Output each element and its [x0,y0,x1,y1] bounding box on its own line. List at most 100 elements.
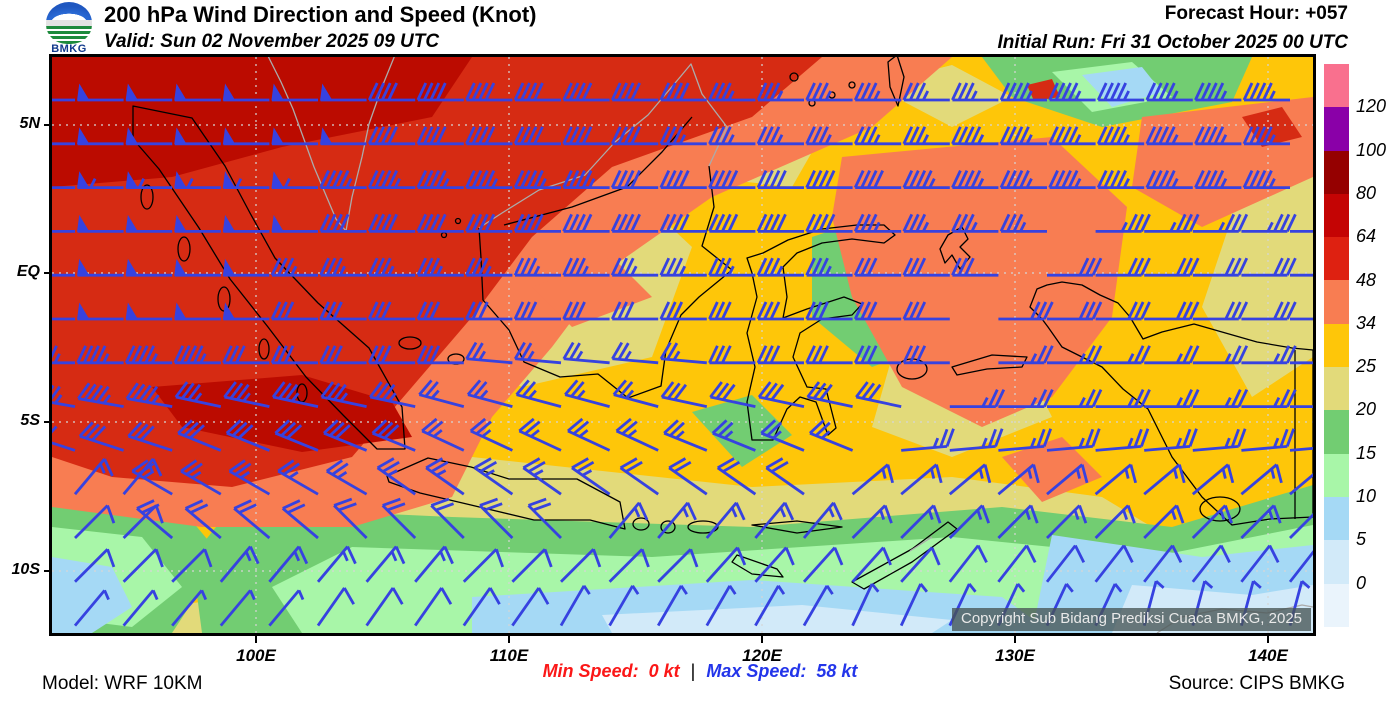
colorbar-segment [1324,367,1349,411]
colorbar-segment [1324,410,1349,454]
wind-barb [270,345,318,365]
wind-barb [52,142,75,146]
bmkg-logo-icon [46,2,92,44]
wind-barb [564,379,610,408]
wind-barb [1192,213,1249,233]
wind-barb [805,257,853,277]
wind-barb [562,82,610,102]
wind-barb [52,421,76,452]
wind-barb [998,428,1053,452]
wind-barb [1048,126,1096,146]
wind-barb [1047,389,1103,409]
wind-barb [659,82,707,102]
wind-barb [1192,257,1249,277]
wind-barb [1191,544,1231,583]
wind-barb [219,589,256,627]
wind-barb [173,345,221,365]
wind-barb [1046,504,1088,539]
wind-barb [416,345,464,365]
wind-barb [659,170,707,190]
wind-barb [465,126,513,146]
wind-barb [901,428,955,452]
wind-barb [1048,82,1096,102]
wind-barb [365,545,406,583]
wind-barb [268,545,309,583]
wind-barb [1095,389,1151,409]
wind-barb [513,82,561,102]
wind-barb [716,457,757,496]
wind-barb [1144,257,1200,277]
wind-barb [78,421,125,452]
x-axis-label: 140E [1248,646,1288,665]
wind-barb [997,463,1040,496]
wind-barb [853,301,902,321]
wind-barb [462,548,505,583]
wind-barb [77,83,124,102]
x-axis-tick [761,634,763,643]
wind-barb [222,214,270,233]
wind-barb [998,389,1054,409]
wind-barb [319,213,367,233]
wind-barb [610,82,659,102]
wind-barb [136,499,174,540]
wind-barb [527,497,562,539]
wind-barb [705,501,746,539]
wind-barb [562,126,610,146]
wind-barb [222,302,270,321]
wind-barb [469,417,513,452]
speed-separator: | [690,661,696,681]
wind-barb [949,428,1004,452]
wind-barb [1096,82,1145,102]
wind-barb [77,258,124,277]
wind-barb [1192,389,1249,409]
wind-barb [765,457,805,496]
wind-barb [367,170,416,190]
wind-barb [1289,428,1313,452]
wind-barb [562,170,610,190]
wind-barb [1096,126,1145,146]
wind-barb [52,98,75,102]
wind-barb [756,170,804,190]
wind-barb [754,501,795,539]
wind-barb [1143,463,1186,496]
wind-barb [333,497,368,539]
wind-barb [319,301,367,321]
wind-barb [851,463,894,496]
wind-barb [754,546,795,583]
wind-barb [425,457,465,496]
wind-barb [708,170,756,190]
wind-barb [73,589,110,627]
graticule [52,57,1313,633]
wind-barb [663,419,708,452]
wind-barb [902,301,950,321]
colorbar-label: 10 [1356,486,1377,506]
wind-barb [414,545,454,583]
wind-barb [610,170,659,190]
wind-barb [999,126,1047,146]
x-axis-tick [1014,634,1016,643]
wind-barb [122,504,164,539]
wind-barb [948,463,992,496]
wind-barb [127,421,173,452]
x-axis-tick [1267,634,1269,643]
wind-barb [222,345,270,365]
wind-barb [1095,213,1151,233]
y-axis-tick [44,570,52,572]
wind-barb [760,419,805,452]
wind-barb [711,419,756,452]
wind-barb [611,341,659,365]
wind-barb [52,273,75,277]
logo-sky [46,2,92,21]
wind-barb [52,382,76,408]
wind-barb [376,457,417,496]
forecast-hour: Forecast Hour: +057 [1164,3,1348,24]
min-speed: Min Speed: 0 kt [542,661,680,681]
wind-barb [999,213,1047,233]
wind-barb [174,127,221,146]
colorbar-segment [1324,150,1349,194]
colorbar-segment [1324,280,1349,324]
wind-barb [1143,544,1183,583]
wind-barb [562,341,610,365]
y-axis-tick [44,272,52,274]
